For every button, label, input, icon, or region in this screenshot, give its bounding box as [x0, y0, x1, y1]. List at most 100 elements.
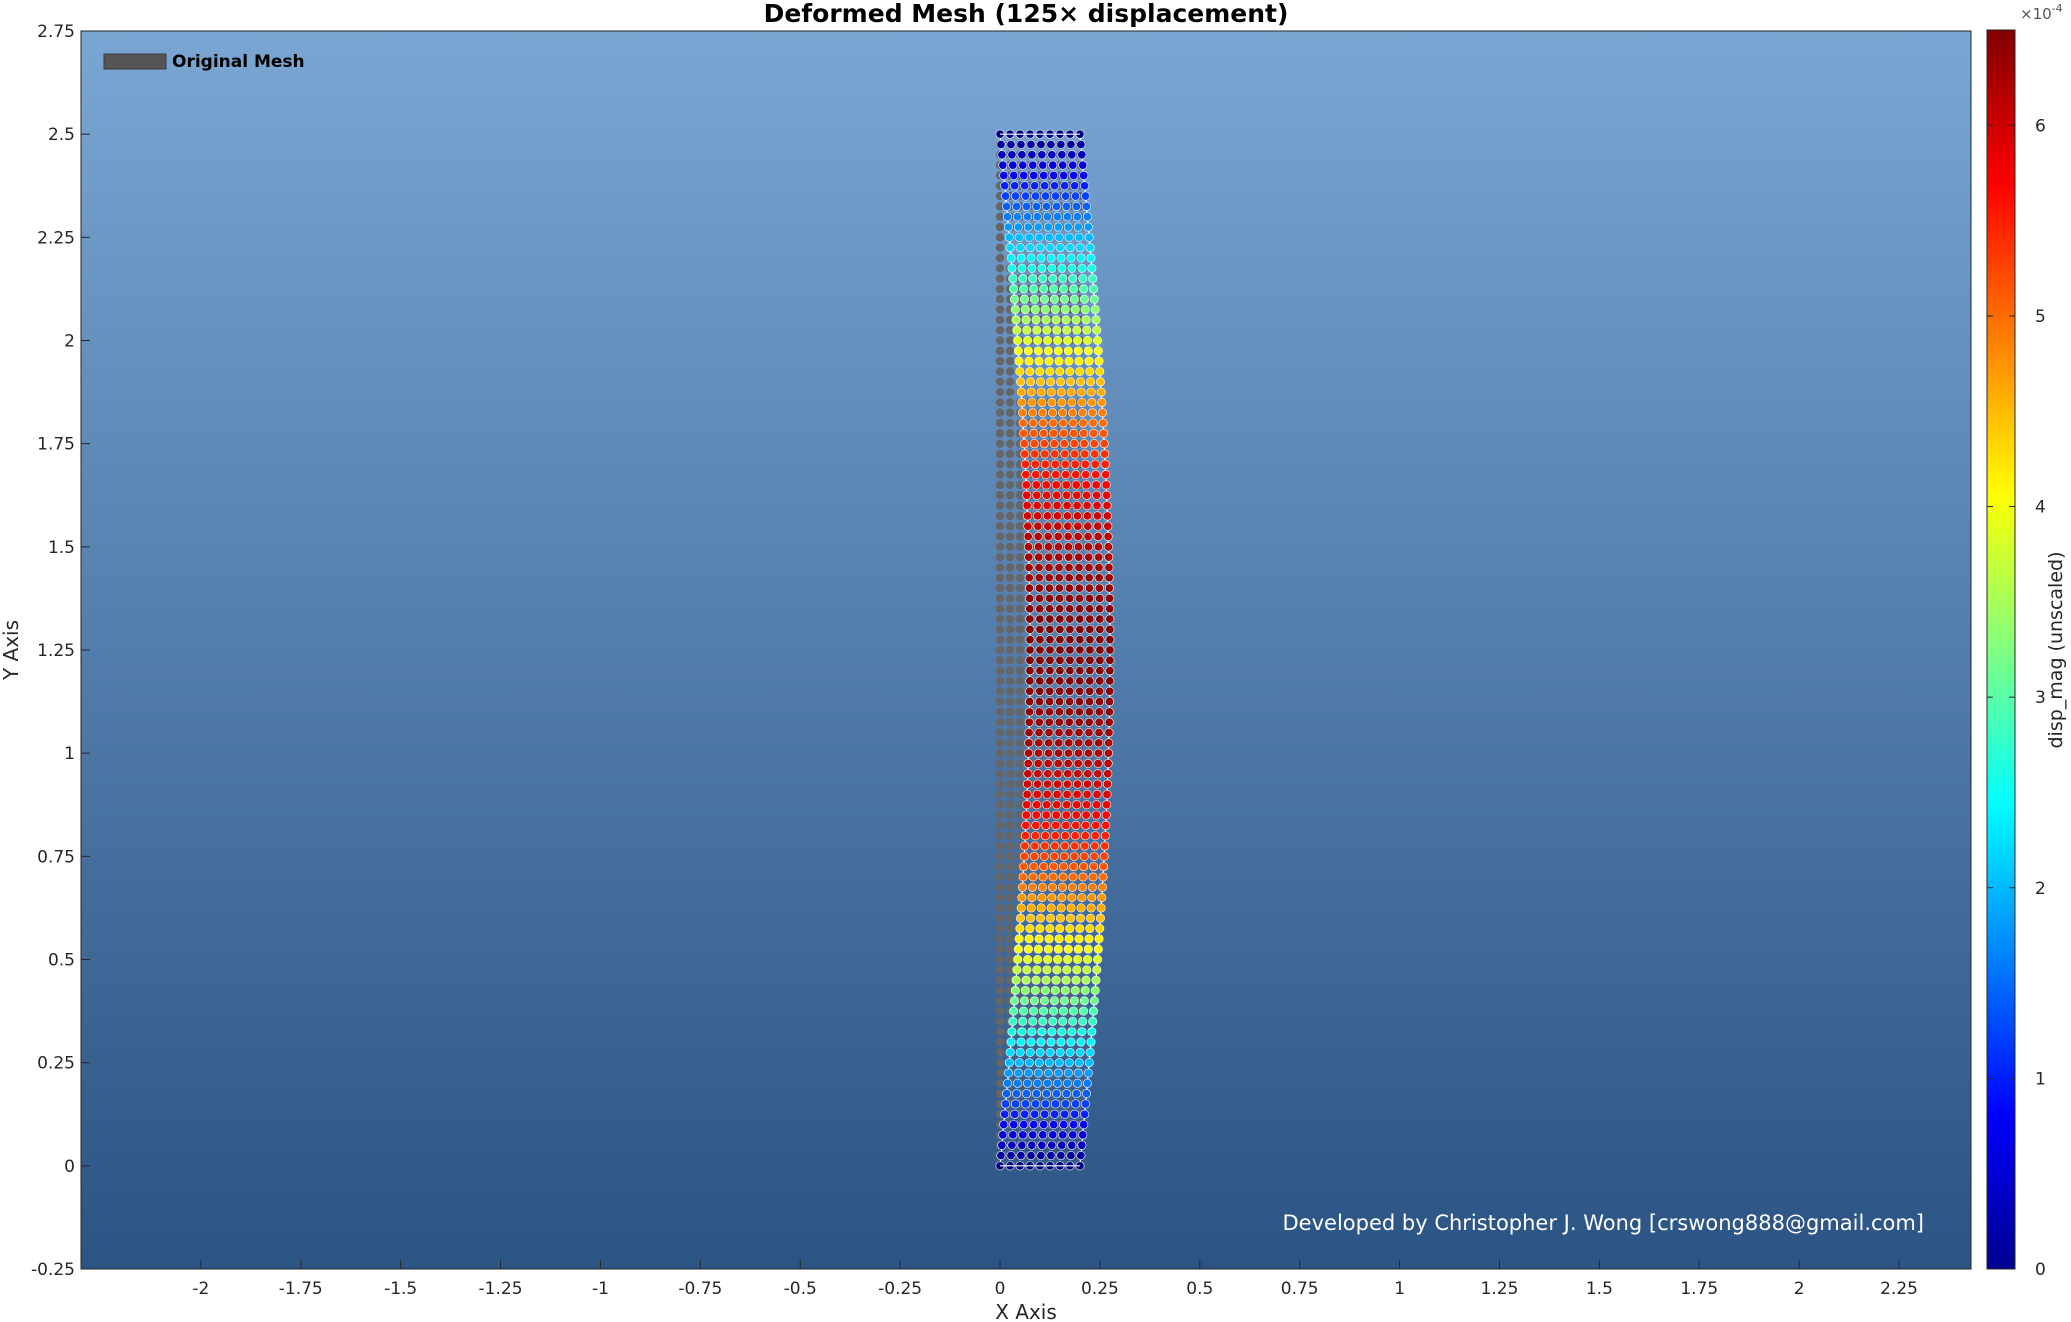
deformed-mesh-node	[1098, 872, 1108, 882]
deformed-mesh-node	[1034, 562, 1044, 572]
deformed-mesh-node	[1051, 975, 1061, 985]
deformed-mesh-node	[1035, 666, 1045, 676]
deformed-mesh-node	[1086, 253, 1096, 263]
deformed-mesh-node	[1030, 305, 1040, 315]
deformed-mesh-node	[1073, 954, 1083, 964]
deformed-mesh-node	[1083, 769, 1093, 779]
deformed-mesh-node	[1037, 893, 1047, 903]
deformed-mesh-node	[1044, 1058, 1054, 1068]
deformed-mesh-node	[1057, 882, 1067, 892]
deformed-mesh-node	[1087, 882, 1097, 892]
original-mesh-node	[995, 1027, 1005, 1036]
deformed-mesh-node	[1100, 831, 1110, 841]
deformed-mesh	[995, 129, 1115, 1171]
deformed-mesh-node	[1019, 1006, 1029, 1016]
original-mesh-node	[995, 429, 1005, 438]
deformed-mesh-node	[1072, 325, 1082, 335]
original-mesh-node	[995, 614, 1005, 624]
y-tick-label: 0	[64, 1157, 75, 1177]
deformed-mesh-node	[1095, 624, 1105, 634]
original-mesh-node	[1005, 800, 1015, 809]
deformed-mesh-node	[1065, 924, 1075, 934]
deformed-mesh-node	[1035, 635, 1045, 645]
deformed-mesh-node	[1071, 191, 1081, 201]
deformed-mesh-node	[1049, 170, 1059, 180]
original-mesh-node	[1015, 573, 1025, 582]
y-tick-label: -0.25	[31, 1260, 75, 1280]
deformed-mesh-node	[1084, 728, 1094, 738]
deformed-mesh-node	[1012, 965, 1022, 975]
deformed-mesh-node	[1076, 903, 1086, 913]
deformed-mesh-node	[1089, 996, 1099, 1006]
original-mesh-node	[1005, 718, 1015, 727]
deformed-mesh-node	[1022, 800, 1032, 810]
x-axis-label: X Axis	[995, 1300, 1057, 1322]
deformed-mesh-node	[1062, 325, 1072, 335]
original-mesh-node	[995, 583, 1005, 593]
deformed-mesh-node	[1009, 1006, 1019, 1016]
original-mesh-node	[1005, 356, 1015, 366]
deformed-mesh-node	[1058, 1130, 1068, 1140]
deformed-mesh-node	[1029, 294, 1039, 304]
original-mesh-node	[995, 346, 1005, 356]
deformed-mesh-node	[1059, 294, 1069, 304]
deformed-mesh-node	[1027, 397, 1037, 407]
deformed-mesh-node	[1074, 738, 1084, 748]
deformed-mesh-node	[1040, 181, 1050, 191]
deformed-mesh-node	[1066, 139, 1076, 149]
deformed-mesh-node	[1055, 604, 1065, 614]
deformed-mesh-node	[1082, 789, 1092, 799]
deformed-mesh-node	[1043, 758, 1053, 768]
original-mesh-node	[995, 480, 1005, 490]
deformed-mesh-node	[1093, 521, 1103, 531]
deformed-mesh-node	[1037, 882, 1047, 892]
deformed-mesh-node	[1046, 253, 1056, 263]
deformed-mesh-node	[1019, 862, 1029, 872]
original-mesh-node	[995, 1048, 1005, 1057]
deformed-mesh-node	[1049, 439, 1059, 449]
deformed-mesh-node	[1029, 851, 1039, 861]
original-mesh-node	[995, 284, 1005, 294]
deformed-mesh-node	[1037, 263, 1047, 273]
deformed-mesh-node	[1081, 810, 1091, 820]
deformed-mesh-node	[1025, 614, 1035, 624]
deformed-mesh-node	[1030, 459, 1040, 469]
original-mesh-node	[995, 470, 1005, 479]
original-mesh-node	[995, 522, 1005, 531]
deformed-mesh-node	[1034, 738, 1044, 748]
original-mesh-node	[995, 1089, 1005, 1098]
deformed-mesh-node	[1098, 418, 1108, 428]
deformed-mesh-node	[1043, 335, 1053, 345]
deformed-mesh-node	[1064, 728, 1074, 738]
deformed-mesh-node	[1073, 542, 1083, 552]
original-mesh-node	[1015, 645, 1025, 655]
original-mesh-node	[995, 1058, 1005, 1067]
deformed-mesh-node	[1048, 1016, 1058, 1026]
deformed-mesh-node	[1091, 470, 1101, 480]
x-tick-label: 1.5	[1586, 1279, 1613, 1299]
deformed-mesh-node	[1104, 583, 1114, 593]
deformed-mesh-node	[1061, 810, 1071, 820]
deformed-mesh-node	[1054, 707, 1064, 717]
colorbar-tick-label: 4	[2035, 498, 2046, 518]
y-axis-ticks: -0.25 0 0.25 0.5 0.75 1 1.25 1.5 1.75 2 2.25 2.5 2.7…	[31, 22, 90, 1280]
deformed-mesh-node	[1088, 1016, 1098, 1026]
deformed-mesh-node	[1055, 593, 1065, 603]
deformed-mesh-node	[1041, 480, 1051, 490]
deformed-mesh-node	[1020, 831, 1030, 841]
deformed-mesh-node	[1057, 1027, 1067, 1037]
deformed-mesh-node	[1019, 294, 1029, 304]
deformed-mesh-node	[1057, 263, 1067, 273]
original-mesh-node	[1005, 883, 1015, 892]
deformed-mesh-node	[1036, 253, 1046, 263]
deformed-mesh-node	[1031, 975, 1041, 985]
deformed-mesh-node	[1077, 397, 1087, 407]
deformed-mesh-node	[1028, 1130, 1038, 1140]
deformed-mesh-node	[1020, 985, 1030, 995]
deformed-mesh-node	[1031, 820, 1041, 830]
original-mesh-node	[1005, 573, 1015, 582]
deformed-mesh-node	[1102, 490, 1112, 500]
deformed-mesh-node	[1099, 439, 1109, 449]
deformed-mesh-node	[1074, 232, 1084, 242]
deformed-mesh-node	[1030, 841, 1040, 851]
